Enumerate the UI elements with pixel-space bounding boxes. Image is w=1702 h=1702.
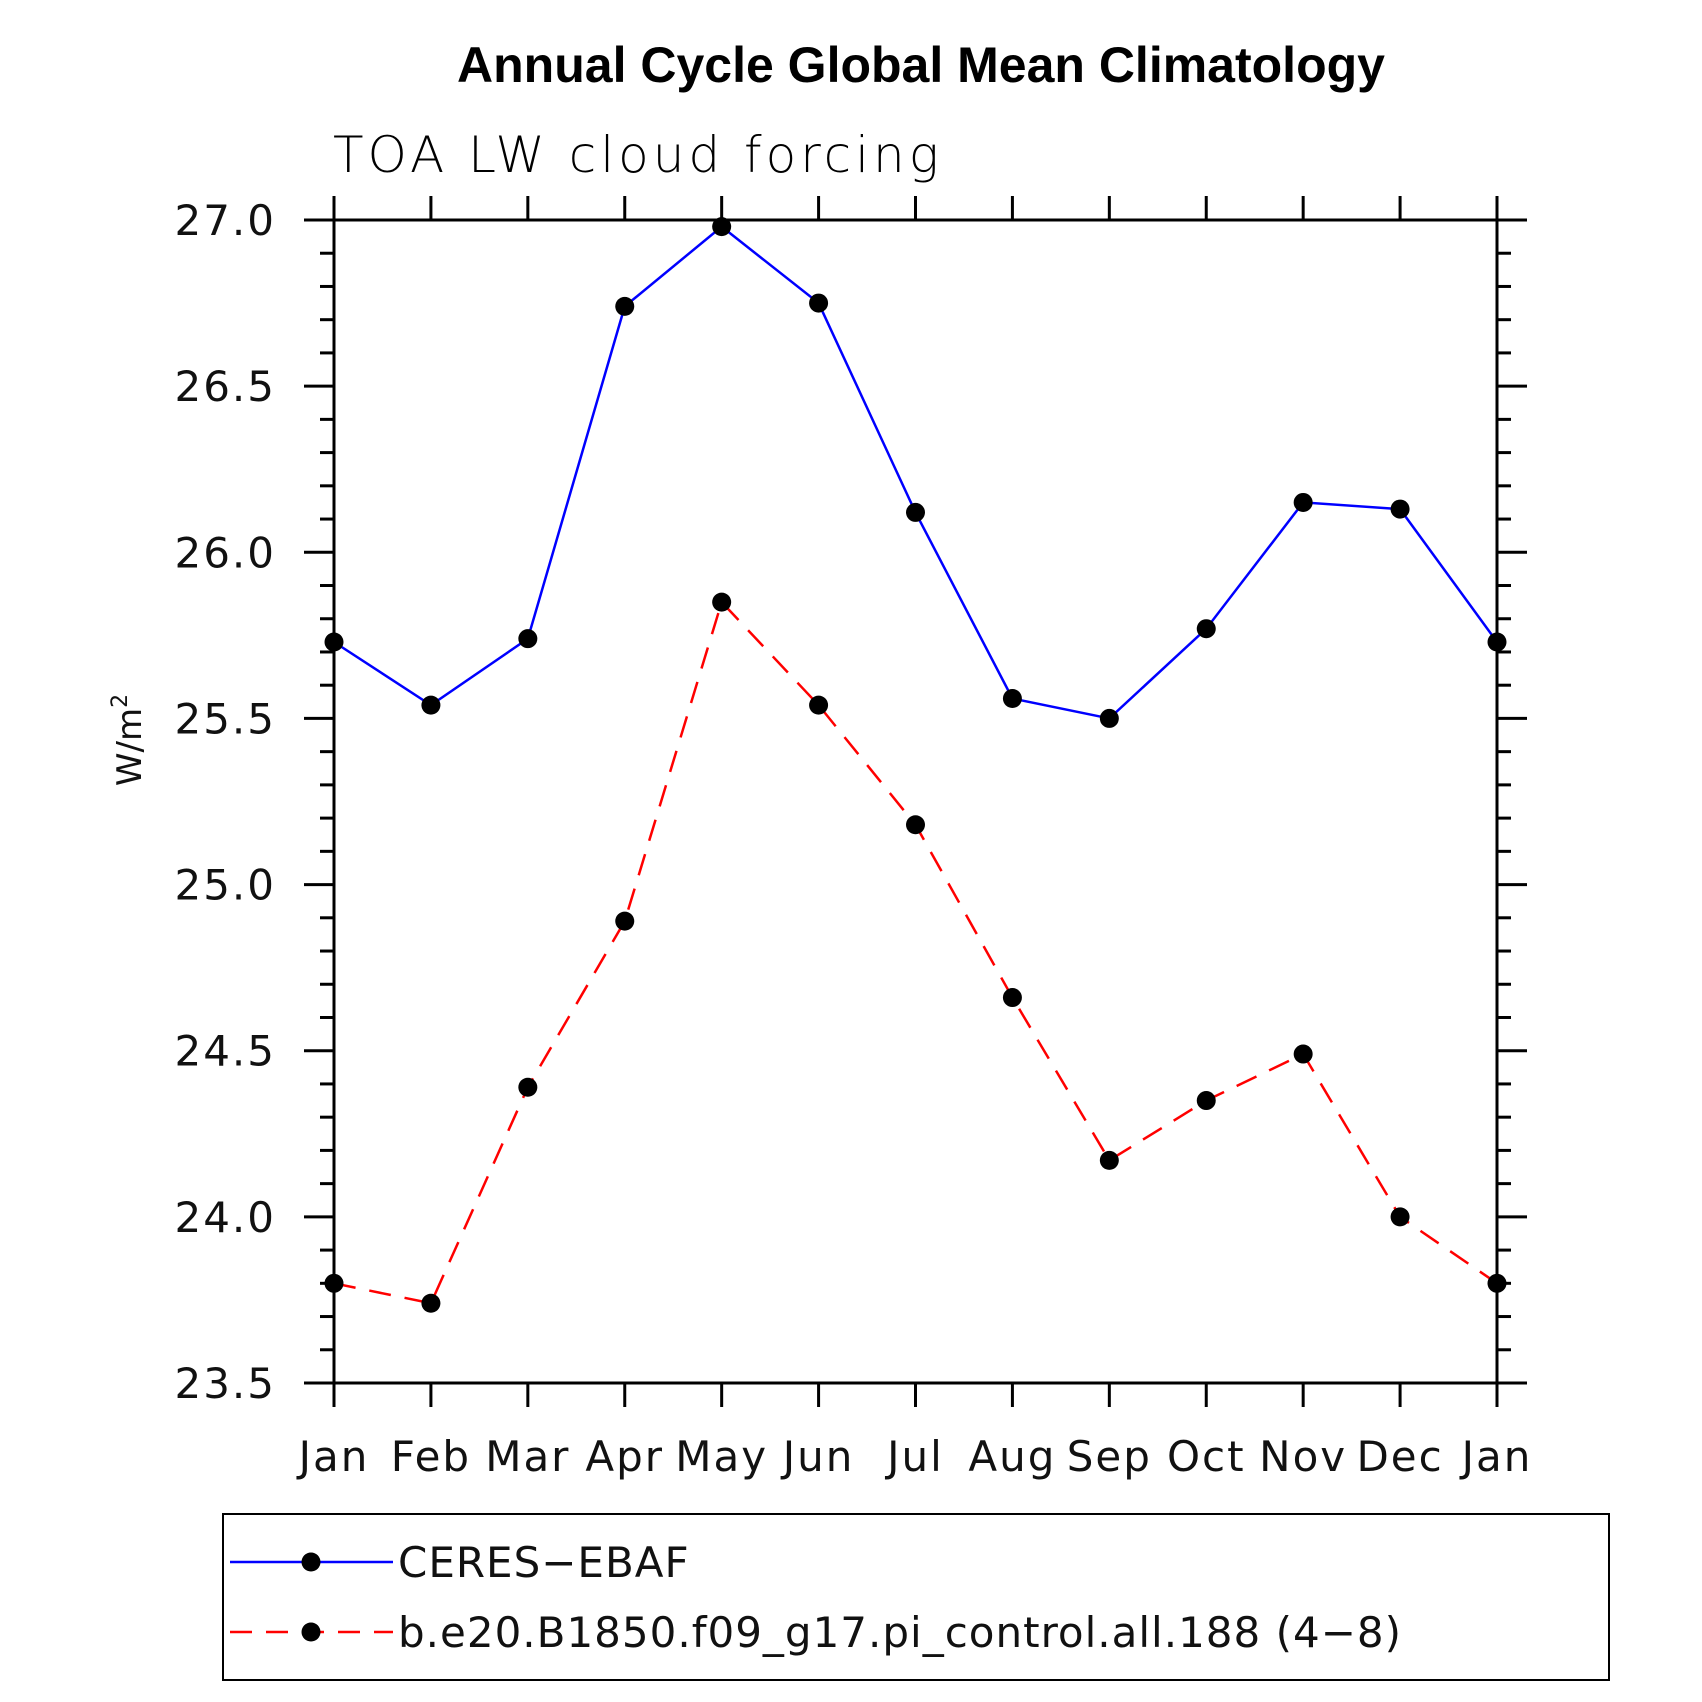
legend-entries: CERES−EBAF b.e20.B1850.f09_g17.pi_control… xyxy=(230,1538,1402,1657)
x-tick-label: Oct xyxy=(1167,1432,1246,1481)
x-tick-label: Sep xyxy=(1067,1432,1152,1481)
series-line-0 xyxy=(333,225,1499,720)
y-axis-label-superscript: 2 xyxy=(108,694,133,708)
data-point xyxy=(809,695,829,715)
data-point xyxy=(1196,619,1216,639)
data-point xyxy=(809,293,829,313)
y-tick-label: 27.0 xyxy=(174,196,276,245)
y-axis-label: W/m2 xyxy=(108,694,150,786)
data-point xyxy=(1293,492,1313,512)
y-tick-label: 26.0 xyxy=(174,528,276,577)
legend: CERES−EBAF b.e20.B1850.f09_g17.pi_control… xyxy=(222,1513,1610,1681)
data-point xyxy=(1487,632,1507,652)
data-point xyxy=(518,1077,538,1097)
plot-border xyxy=(332,218,1499,1385)
legend-marker-0 xyxy=(301,1552,321,1572)
x-tick-labels: Jan Feb Mar Apr May Jun Jul Aug Sep Oct Nov Dec Jan xyxy=(296,1432,1533,1481)
data-point xyxy=(518,629,538,649)
y-tick-labels: 23.5 24.0 24.5 25.0 25.5 26.0 26.5 27.0 xyxy=(174,196,276,1408)
data-point xyxy=(1293,1044,1313,1064)
data-point xyxy=(712,592,732,612)
y-tick-label: 25.0 xyxy=(174,861,276,910)
data-point xyxy=(615,296,635,316)
svg-text:W/m2: W/m2 xyxy=(108,694,150,786)
data-point xyxy=(1390,499,1410,519)
y-tick-label: 25.5 xyxy=(174,694,276,743)
legend-box xyxy=(222,1513,1610,1681)
data-point xyxy=(1002,688,1022,708)
x-tick-label: Dec xyxy=(1356,1432,1443,1481)
chart-subtitle: TOA LW cloud forcing xyxy=(333,126,943,184)
series-points xyxy=(324,217,1507,1313)
data-point xyxy=(324,1273,344,1293)
x-tick-label: Jan xyxy=(296,1432,370,1481)
x-tick-label: Aug xyxy=(968,1432,1056,1481)
legend-marker-1 xyxy=(301,1622,321,1642)
y-tick-label: 26.5 xyxy=(174,362,276,411)
legend-label-1: b.e20.B1850.f09_g17.pi_control.all.188 (… xyxy=(398,1608,1402,1657)
data-point xyxy=(906,815,925,835)
y-tick-label: 24.0 xyxy=(174,1193,276,1242)
x-tick-label: Mar xyxy=(485,1432,570,1481)
data-point xyxy=(906,502,925,522)
y-tick-label: 23.5 xyxy=(174,1359,276,1408)
plot-frame xyxy=(332,218,1499,1385)
legend-label-0: CERES−EBAF xyxy=(398,1538,690,1587)
data-point xyxy=(1390,1207,1410,1227)
data-point xyxy=(1099,708,1119,728)
x-tick-label: Jul xyxy=(884,1432,944,1481)
x-tick-label: Jan xyxy=(1459,1432,1533,1481)
x-tick-label: Nov xyxy=(1259,1432,1347,1481)
data-point xyxy=(1099,1150,1119,1170)
series-lines xyxy=(333,225,1499,1305)
data-point xyxy=(1002,988,1022,1008)
data-point xyxy=(1196,1091,1216,1111)
x-tick-label: Apr xyxy=(585,1432,664,1481)
data-point xyxy=(421,1293,441,1313)
x-tick-label: May xyxy=(675,1432,768,1481)
y-tick-label: 24.5 xyxy=(174,1027,276,1076)
data-point xyxy=(615,911,635,931)
data-point xyxy=(421,695,441,715)
axis-ticks xyxy=(304,196,1527,1407)
x-tick-label: Jun xyxy=(780,1432,855,1481)
data-point xyxy=(1487,1273,1507,1293)
chart-title: Annual Cycle Global Mean Climatology xyxy=(457,37,1385,93)
data-point xyxy=(324,632,344,652)
data-point xyxy=(712,217,732,237)
y-axis-label-base: W/m xyxy=(110,708,150,786)
x-tick-label: Feb xyxy=(391,1432,471,1481)
series-line-1 xyxy=(333,599,1498,1305)
